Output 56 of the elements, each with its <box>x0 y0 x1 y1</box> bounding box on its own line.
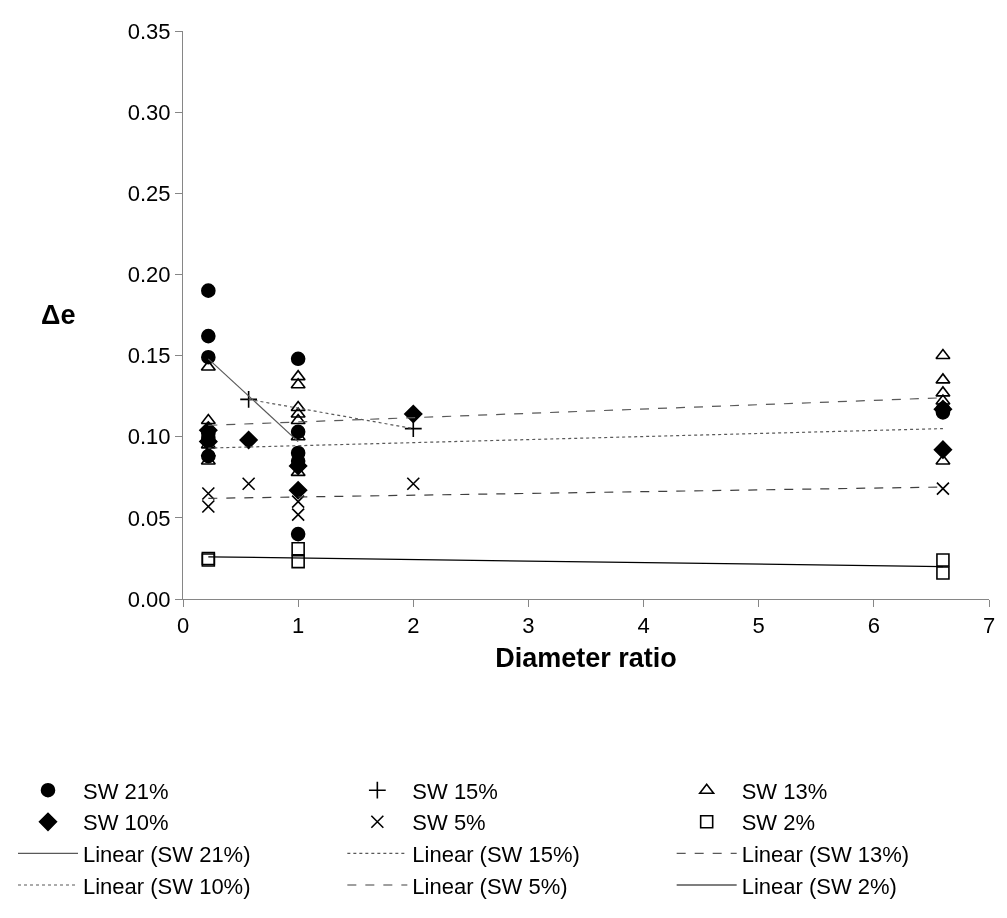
y-tick-label: 0.35 <box>127 18 171 44</box>
x-tick-label: 7 <box>982 613 996 639</box>
legend-label: Linear (SW 15%) <box>412 841 580 867</box>
point <box>290 351 306 367</box>
x-tick-label: 5 <box>752 613 765 639</box>
x-tick-label: 1 <box>292 613 305 639</box>
point <box>290 526 306 542</box>
x-tick-label: 4 <box>637 613 650 639</box>
legend-label: Linear (SW 21%) <box>83 841 251 867</box>
point <box>291 494 305 509</box>
x-axis-title: Diameter ratio <box>495 642 677 673</box>
legend-label: SW 13% <box>741 778 828 804</box>
legend-label: Linear (SW 13%) <box>741 841 910 867</box>
point <box>291 554 305 569</box>
point <box>241 476 256 491</box>
y-tick-label: 0.00 <box>127 586 171 612</box>
y-tick-label: 0.05 <box>127 505 171 531</box>
x-tick-label: 3 <box>522 613 535 639</box>
y-tick-label: 0.20 <box>127 262 171 288</box>
point <box>290 400 306 412</box>
legend-label: SW 15% <box>412 778 498 804</box>
point <box>290 369 306 381</box>
point <box>404 404 423 424</box>
y-tick-label: 0.30 <box>127 99 171 125</box>
y-tick-label: 0.15 <box>127 343 171 369</box>
legend-label: Linear (SW 2%) <box>741 873 897 899</box>
point <box>935 348 951 360</box>
point <box>406 476 421 491</box>
point <box>936 553 950 567</box>
x-tick-label: 6 <box>867 613 880 639</box>
legend-label: SW 10% <box>83 810 169 836</box>
point <box>291 507 305 522</box>
x-tick-label: 0 <box>176 613 190 639</box>
point <box>933 440 953 459</box>
legend-label: Linear (SW 5%) <box>412 873 568 899</box>
point <box>201 499 216 514</box>
x-tick-label: 2 <box>407 613 420 639</box>
y-axis-title: Δe <box>41 300 76 330</box>
legend-label: SW 2% <box>741 810 816 836</box>
point <box>201 486 216 501</box>
point <box>291 541 305 556</box>
point <box>290 413 306 425</box>
legend-label: Linear (SW 10%) <box>83 873 251 899</box>
point <box>290 377 306 389</box>
point <box>201 328 216 344</box>
point <box>200 413 217 425</box>
point <box>239 390 258 409</box>
point <box>201 283 216 298</box>
point <box>288 481 308 500</box>
point <box>239 430 258 450</box>
y-tick-label: 0.25 <box>127 180 171 206</box>
y-tick-label: 0.10 <box>127 424 171 450</box>
legend-label: SW 21% <box>83 778 169 804</box>
point <box>936 566 950 580</box>
legend-label: SW 5% <box>412 810 486 836</box>
point <box>936 481 950 496</box>
